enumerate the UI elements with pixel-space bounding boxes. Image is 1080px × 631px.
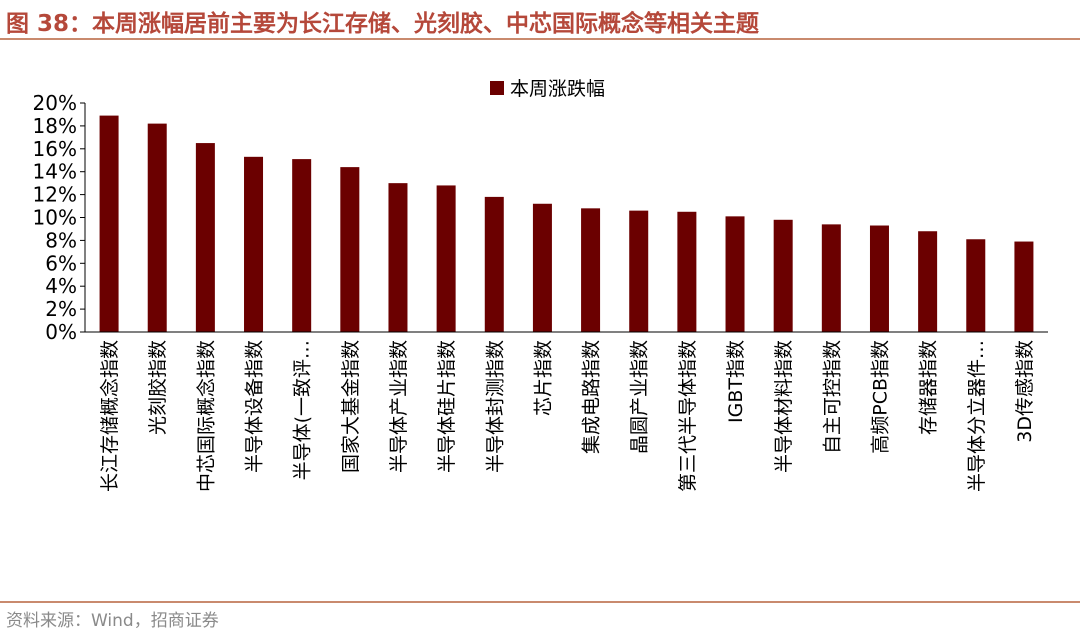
y-tick-label: 0% [45,320,77,344]
legend: 本周涨跌幅 [490,78,605,100]
legend-label: 本周涨跌幅 [510,78,605,100]
bar [244,156,264,332]
legend-swatch [490,81,504,95]
bar [147,123,167,332]
y-tick-label: 16% [33,137,77,161]
bar [532,203,552,332]
y-tick-label: 18% [33,114,77,138]
x-tick-label: 第三代半导体指数 [677,340,699,492]
bar [292,159,312,332]
bar [99,115,119,332]
x-tick-label: 中芯国际概念指数 [194,340,217,492]
x-tick-label: 半导体(一致评… [292,340,314,480]
figure-title: 图 38：本周涨幅居前主要为长江存储、光刻胶、中芯国际概念等相关主题 [6,11,760,37]
title-rule [0,38,1080,40]
y-tick-label: 2% [45,297,77,321]
x-tick-label: 集成电路指数 [581,340,603,454]
y-tick-label: 20% [33,91,77,115]
source-note: 资料来源：Wind，招商证券 [6,611,219,631]
x-tick-label: 光刻胶指数 [147,340,169,435]
bar [773,219,793,332]
y-tick-label: 12% [33,183,77,207]
x-tick-label: 自主可控指数 [821,340,843,454]
y-axis: 0%2%4%6%8%10%12%14%16%18%20% [33,91,86,344]
x-tick-label: 半导体封测指数 [484,340,506,473]
x-tick-label: 芯片指数 [532,340,554,416]
bar [484,196,504,332]
bar [677,211,697,332]
y-tick-label: 6% [45,251,77,275]
x-tick-label: 长江存储概念指数 [98,340,121,492]
bar [581,208,601,332]
x-tick-label: 半导体产业指数 [388,340,410,473]
bar [966,239,986,332]
x-axis-labels: 长江存储概念指数 光刻胶指数 中芯国际概念指数 半导体设备指数 半导体(一致评… 国家大基… [98,340,1036,492]
x-tick-label: IGBT指数 [725,340,747,423]
y-tick-label: 14% [33,160,77,184]
bars [99,115,1034,332]
bar [195,143,215,332]
bar [340,167,360,332]
x-tick-label: 半导体硅片指数 [436,340,458,473]
y-tick-label: 8% [45,228,77,252]
x-tick-label: 3D传感指数 [1014,340,1036,443]
bar [918,231,938,332]
x-tick-label: 半导体材料指数 [773,340,795,473]
bar [869,225,889,332]
y-tick-label: 10% [33,206,77,230]
x-tick-label: 半导体设备指数 [244,340,266,473]
bar [1014,241,1034,332]
source-rule [0,601,1080,603]
x-tick-label: 半导体分立器件… [966,340,988,492]
x-tick-label: 晶圆产业指数 [629,340,651,454]
bar [436,185,456,332]
x-tick-label: 存储器指数 [918,340,940,435]
x-tick-label: 高频PCB指数 [869,340,891,454]
bar [725,216,745,332]
bar [821,224,841,332]
bar [629,210,649,332]
bar-chart: 本周涨跌幅 0%2%4%6%8%10%12%14%16%18%20% 长江存储概… [33,78,1048,492]
bar [388,183,408,332]
y-tick-label: 4% [45,274,77,298]
x-tick-label: 国家大基金指数 [340,340,362,473]
